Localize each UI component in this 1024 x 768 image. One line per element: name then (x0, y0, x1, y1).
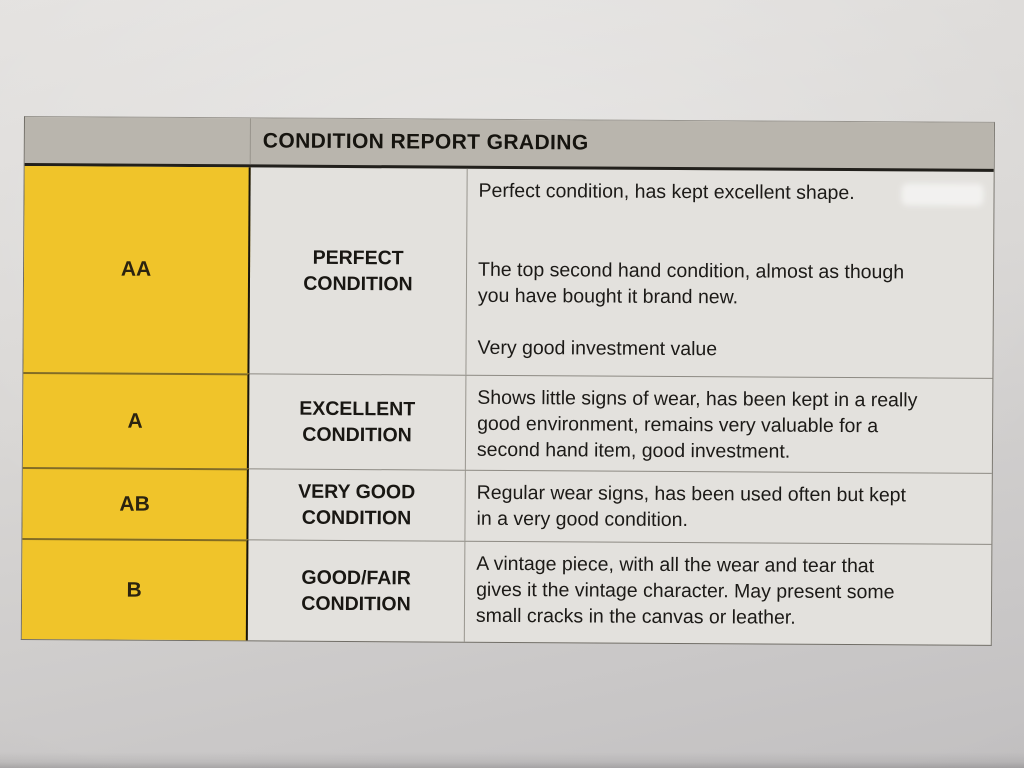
header-empty-cell (24, 117, 251, 165)
description-cell: Perfect condition, has kept excellent sh… (465, 168, 994, 378)
description-paragraph: A vintage piece, with all the wear and t… (475, 552, 895, 629)
description-paragraph: Very good investment value (477, 336, 718, 361)
description-cell: Regular wear signs, has been used often … (464, 469, 992, 544)
description-paragraph: Perfect condition, has kept excellent sh… (478, 179, 855, 205)
description-cell: A vintage piece, with all the wear and t… (463, 540, 992, 645)
grade-cell: AA (23, 166, 251, 374)
table-header-bar: CONDITION REPORT GRADING (24, 117, 994, 172)
grade-cell: AB (22, 466, 249, 540)
condition-label-cell: PERFECT CONDITION (303, 246, 413, 296)
grade-cell: B (21, 537, 249, 641)
condition-label-cell: VERY GOOD CONDITION (248, 468, 465, 541)
grade-cell: A (22, 372, 250, 469)
table-row-a: A EXCELLENT CONDITION Shows little signs… (22, 372, 993, 473)
condition-grading-table: CONDITION REPORT GRADING AA PERFECT COND… (20, 116, 995, 646)
description-paragraph: Shows little signs of wear, has been kep… (476, 386, 918, 463)
table-row-aa: AA PERFECT CONDITION Perfect condition, … (23, 166, 994, 378)
table-row-ab: AB VERY GOOD CONDITION Regular wear sign… (22, 466, 992, 544)
photographed-document: CONDITION REPORT GRADING AA PERFECT COND… (20, 116, 995, 646)
description-paragraph: Regular wear signs, has been used often … (476, 481, 907, 532)
description-paragraph: The top second hand condition, almost as… (477, 258, 905, 309)
table-row-b: B GOOD/FAIR CONDITION A vintage piece, w… (21, 537, 992, 645)
description-cell: Shows little signs of wear, has been kep… (464, 374, 993, 473)
condition-label-cell: GOOD/FAIR CONDITION (247, 539, 465, 642)
table-title: CONDITION REPORT GRADING (262, 129, 589, 155)
condition-label-cell: EXCELLENT CONDITION (248, 373, 466, 470)
